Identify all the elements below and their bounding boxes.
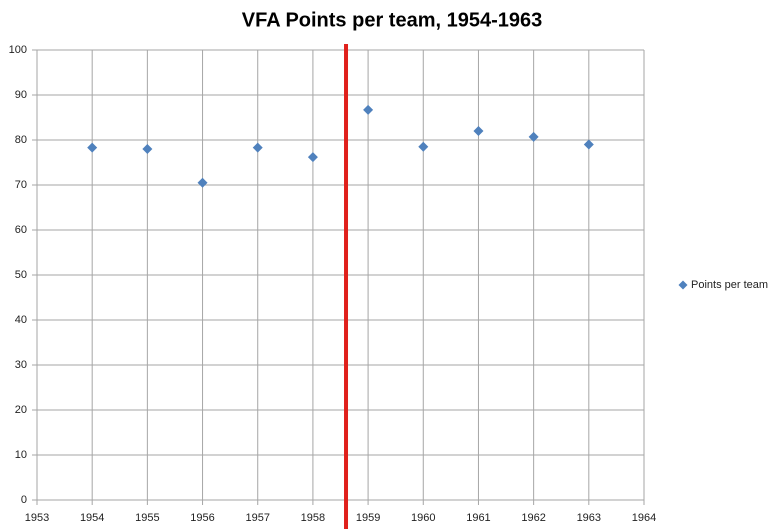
y-tick-label: 40 (15, 314, 27, 326)
scatter-point (197, 177, 208, 188)
x-tick-label: 1959 (356, 512, 380, 524)
x-tick-label: 1963 (577, 512, 601, 524)
y-tick-label: 50 (15, 269, 27, 281)
scatter-point (87, 142, 98, 153)
x-tick-label: 1964 (632, 512, 656, 524)
y-tick-label: 60 (15, 224, 27, 236)
legend-marker (678, 280, 688, 290)
y-tick-label: 30 (15, 359, 27, 371)
y-tick-label: 90 (15, 89, 27, 101)
scatter-point (583, 139, 594, 150)
x-tick-label: 1954 (80, 512, 104, 524)
x-tick-label: 1960 (411, 512, 435, 524)
x-tick-label: 1957 (245, 512, 269, 524)
y-tick-label: 100 (9, 44, 27, 56)
x-tick-label: 1958 (301, 512, 325, 524)
x-tick-label: 1955 (135, 512, 159, 524)
y-tick-label: 20 (15, 404, 27, 416)
y-tick-label: 80 (15, 134, 27, 146)
scatter-point (528, 131, 539, 142)
scatter-point (142, 144, 153, 154)
y-tick-label: 10 (15, 449, 27, 461)
y-tick-label: 70 (15, 179, 27, 191)
scatter-point (473, 126, 484, 136)
x-tick-label: 1956 (190, 512, 214, 524)
x-tick-label: 1962 (521, 512, 545, 524)
scatter-point (418, 141, 429, 152)
y-tick-label: 0 (21, 494, 27, 506)
chart-title: VFA Points per team, 1954-1963 (242, 9, 543, 31)
legend-label: Points per team (691, 279, 768, 291)
x-tick-label: 1961 (466, 512, 490, 524)
scatter-point (252, 142, 263, 153)
scatter-point (363, 104, 374, 115)
scatter-point (307, 152, 318, 163)
x-tick-label: 1953 (25, 512, 49, 524)
